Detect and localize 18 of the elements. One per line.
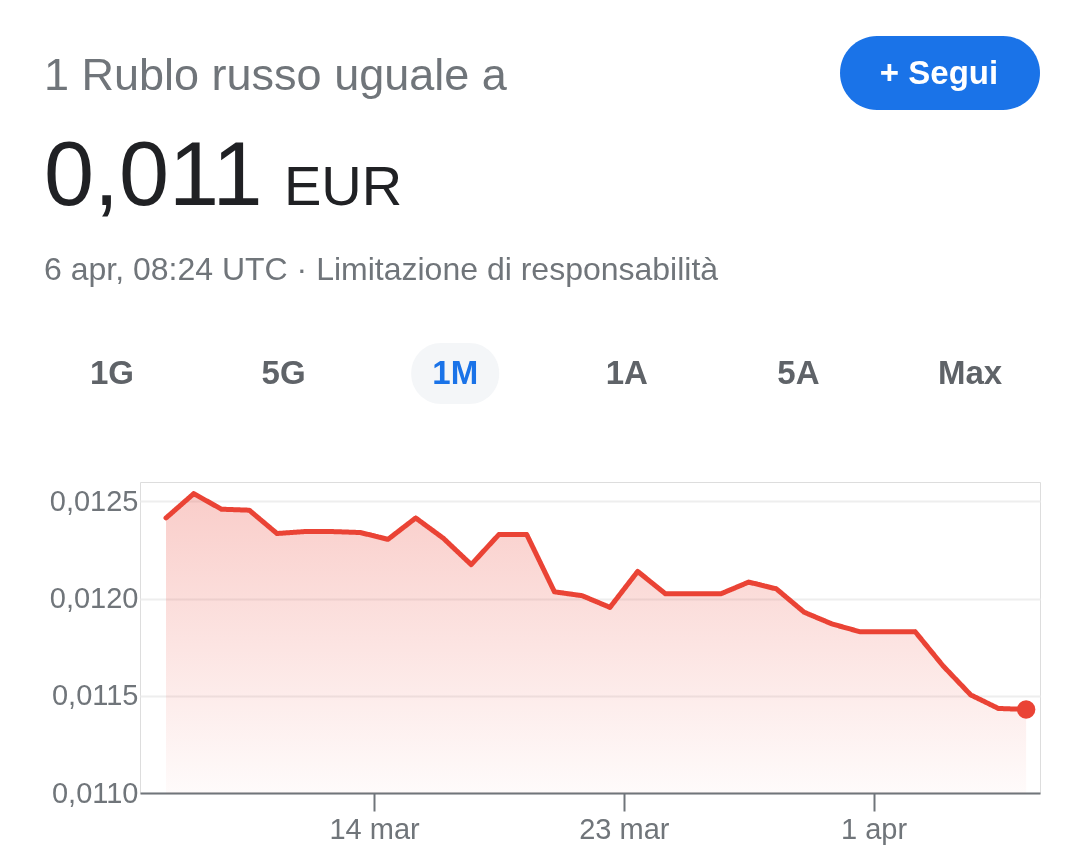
text: 1M [432,354,479,391]
text: + Segui [879,54,999,91]
text: Max [937,354,1003,391]
x-tick-label: 1 apr [840,812,908,845]
y-tick-label: 0,0125 [49,484,139,517]
text: 0,011 [44,124,263,224]
chart-title: 1 Rublo russo uguale a [44,49,508,100]
y-tick-label: 0,0115 [51,679,139,712]
chart-subtitle: 6 apr, 08:24 UTC · Limitazione di responsabilità [44,251,719,287]
text: 5A [777,354,820,391]
y-tick-label: 0,0110 [51,776,139,809]
x-tick-label: 14 mar [329,812,421,845]
y-tick-label: 0,0120 [49,582,139,615]
text: 1G [89,354,135,391]
text: EUR [284,154,403,217]
x-tick-label: 23 mar [579,812,670,845]
text: 1A [605,354,648,391]
text: 5G [261,354,306,391]
